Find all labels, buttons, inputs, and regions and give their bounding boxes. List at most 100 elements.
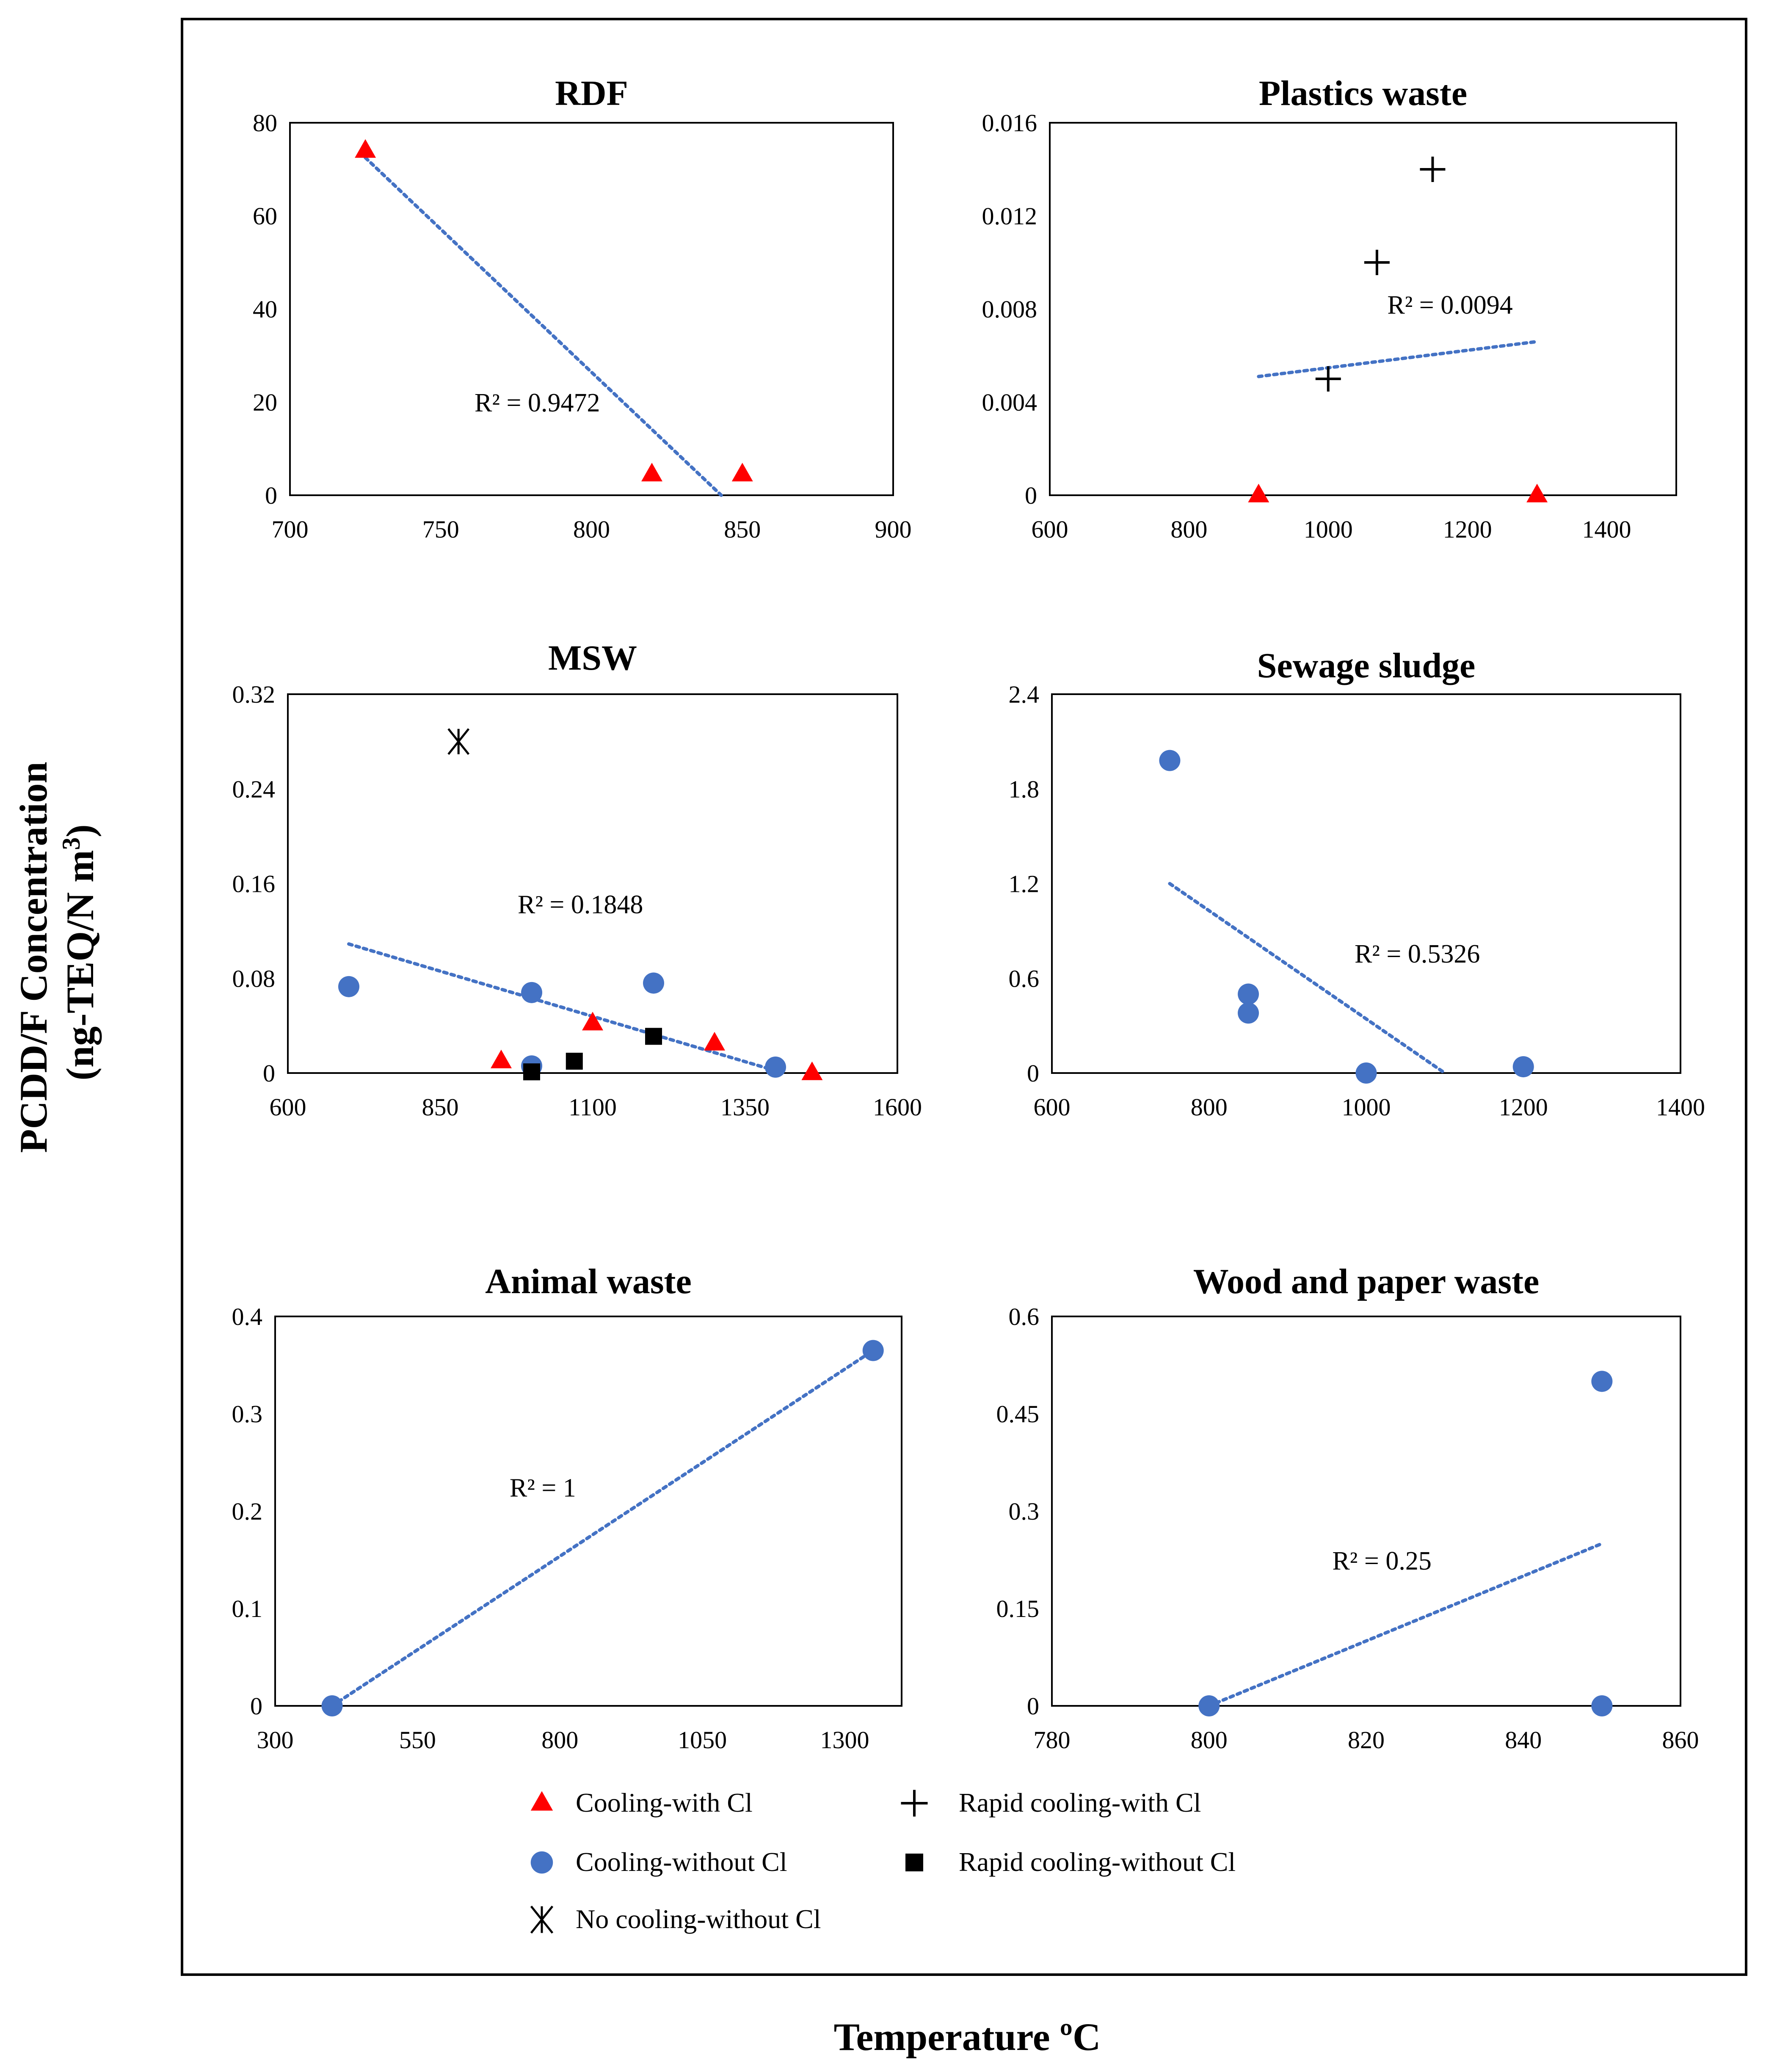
panel-animal-xtick: 300 [257,1726,294,1754]
panel-sewage-trendline [1168,882,1447,1075]
panel-rdf-title: RDF [555,74,628,113]
panel-animal-xtick: 1300 [820,1726,869,1754]
panel-sewage-xtick: 1400 [1656,1093,1705,1121]
panel-animal-xtick: 1050 [678,1726,727,1754]
panel-msw-xtick: 1350 [720,1093,770,1121]
panel-msw-point [338,976,359,997]
panel-plastics-point [1420,157,1446,182]
panel-msw-point [447,728,470,755]
panel-msw-ytick: 0.32 [232,681,276,708]
panel-animal-title: Animal waste [485,1262,692,1301]
panel-rdf-plot-area [289,122,894,496]
panel-wood-point [1591,1371,1613,1392]
panel-msw: MSW 0 0.08 0.16 0.24 0.32 600 850 1100 1350 1600 R²… [232,638,922,1121]
panel-animal-ytick: 0.2 [232,1498,263,1525]
panel-rdf-xtick: 800 [573,516,610,543]
panel-sewage-point [1159,750,1181,771]
panel-wood-ytick: 0.3 [1009,1498,1040,1525]
y-axis-title-line1: PCDD/F Concentration [12,761,55,1153]
panel-msw-point [523,1063,540,1081]
panel-sewage-ytick: 0.6 [1009,965,1040,992]
panel-msw-ytick: 0 [263,1059,275,1087]
panel-rdf-xtick: 700 [272,516,309,543]
panel-plastics-title: Plastics waste [1259,74,1467,113]
legend-marker-cooling-without-cl [530,1851,553,1874]
legend-label-rapid-cooling-with-cl: Rapid cooling-with Cl [959,1788,1201,1818]
y-axis-title-line2: (ng-TEQ/N m [58,850,102,1080]
panel-wood-xtick: 780 [1034,1726,1071,1754]
panel-sewage-point [1512,1056,1534,1078]
panel-wood-xtick: 820 [1348,1726,1385,1754]
panel-rdf-trendline [364,156,723,497]
panel-msw-ytick: 0.24 [232,775,276,803]
panel-wood-xtick: 800 [1191,1726,1228,1754]
panel-rdf-point [641,463,662,482]
panel-wood-ytick: 0 [1027,1692,1039,1720]
panel-rdf-r2-label: R² = 0.9472 [475,389,600,417]
x-axis-title: Temperature ºC [834,2015,1101,2058]
panel-wood-point [1198,1695,1220,1716]
panel-sewage-ytick: 0 [1027,1059,1039,1087]
panel-animal-trendline [330,1349,875,1708]
panel-wood-plot-area [1051,1316,1681,1707]
legend-label-cooling-without-cl: Cooling-without Cl [576,1847,787,1877]
panel-animal-ytick: 0.4 [232,1303,263,1330]
panel-msw-point [765,1057,786,1078]
panel-sewage-point [1355,1062,1377,1084]
panel-plastics-r2-label: R² = 0.0094 [1387,291,1512,320]
panel-rdf-xtick: 900 [875,516,912,543]
panel-rdf-ytick: 20 [253,389,277,416]
panel-plastics-point [1315,366,1341,392]
panel-plastics-ytick: 0.016 [982,109,1038,137]
panel-plastics-xtick: 1000 [1304,516,1353,543]
panel-msw-xtick: 850 [422,1093,459,1121]
panel-sewage-plot-area [1051,693,1681,1074]
panel-plastics-point [1526,483,1548,502]
panel-msw-plot-area [287,693,898,1074]
legend-marker-rapid-cooling-without-cl [905,1854,923,1871]
panel-animal-xtick: 550 [399,1726,436,1754]
panel-wood: Wood and paper waste 0 0.15 0.3 0.45 0.6 780 80… [996,1262,1699,1754]
panel-plastics-point [1364,250,1390,275]
panel-sewage-title: Sewage sludge [1257,646,1476,685]
panel-sewage: Sewage sludge 0 0.6 1.2 1.8 2.4 600 800 1000 1200… [1009,646,1705,1121]
panel-msw-point [704,1032,725,1051]
panel-plastics-ytick: 0 [1025,482,1037,509]
panel-sewage-ytick: 1.2 [1009,870,1040,898]
panel-animal-ytick: 0.1 [232,1595,263,1622]
panel-sewage-point [1238,1002,1259,1024]
panel-wood-ytick: 0.45 [996,1400,1040,1428]
panel-sewage-xtick: 1000 [1342,1093,1391,1121]
y-axis-title-end: ) [58,824,102,837]
panel-sewage-r2-label: R² = 0.5326 [1355,940,1480,968]
legend-label-cooling-with-cl: Cooling-with Cl [576,1788,753,1818]
panel-plastics-xtick: 800 [1170,516,1207,543]
legend-marker-no-cooling-without-cl [530,1905,554,1934]
panels: RDF 0 20 40 60 80 700 750 800 850 900 R² = 0.9472 Pl… [232,74,1705,1754]
panel-plastics-ytick: 0.008 [982,295,1038,323]
panel-msw-ytick: 0.16 [232,870,276,898]
panel-sewage-point [1238,983,1259,1005]
panel-msw-point [645,1028,662,1045]
panel-wood-point [1591,1695,1613,1716]
panel-plastics-trendline [1257,340,1539,378]
panel-animal-ytick: 0.3 [232,1400,263,1428]
panel-animal-r2-label: R² = 1 [510,1474,576,1503]
panel-animal-xtick: 800 [541,1726,578,1754]
panel-plastics-xtick: 600 [1032,516,1068,543]
legend: Cooling-with Cl Rapid cooling-with Cl Cool… [530,1788,1236,1934]
panel-animal-point [321,1695,343,1716]
panel-sewage-ytick: 1.8 [1009,775,1040,803]
panel-rdf-xtick: 750 [422,516,459,543]
legend-item-cooling-without-cl: Cooling-without Cl [530,1847,787,1877]
panel-rdf-ytick: 60 [253,202,277,230]
panel-plastics-ytick: 0.012 [982,202,1038,230]
panel-msw-ytick: 0.08 [232,965,276,992]
panel-sewage-xtick: 800 [1191,1093,1228,1121]
panel-msw-point [643,972,664,994]
panel-wood-trendline [1207,1542,1604,1708]
panel-msw-r2-label: R² = 0.1848 [518,890,643,919]
panel-wood-xtick: 860 [1662,1726,1699,1754]
panel-rdf-xtick: 850 [724,516,761,543]
y-axis-title: PCDD/F Concentration (ng-TEQ/N m3) [12,752,102,1153]
